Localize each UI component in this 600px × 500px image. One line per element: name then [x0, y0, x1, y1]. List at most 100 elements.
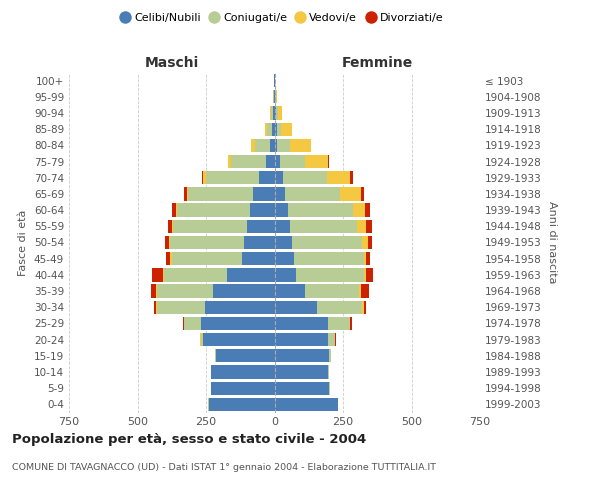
Bar — [184, 317, 200, 330]
Bar — [203, 333, 275, 346]
Bar — [368, 236, 372, 249]
Bar — [275, 171, 283, 184]
Bar — [305, 284, 359, 298]
Bar — [364, 252, 366, 266]
Bar — [211, 382, 275, 395]
Bar — [275, 268, 296, 281]
Bar — [184, 188, 187, 200]
Bar — [274, 90, 275, 104]
Bar — [164, 268, 227, 281]
Bar — [275, 236, 292, 249]
Bar — [157, 284, 213, 298]
Text: COMUNE DI TAVAGNACCO (UD) - Dati ISTAT 1° gennaio 2004 - Elaborazione TUTTITALIA: COMUNE DI TAVAGNACCO (UD) - Dati ISTAT 1… — [12, 462, 436, 471]
Bar — [340, 188, 361, 200]
Bar — [329, 349, 331, 362]
Bar — [230, 155, 266, 168]
Bar — [366, 268, 373, 281]
Bar — [275, 138, 277, 152]
Bar — [361, 284, 369, 298]
Bar — [364, 268, 366, 281]
Bar — [187, 188, 188, 200]
Bar — [278, 106, 281, 120]
Bar — [362, 300, 364, 314]
Bar — [157, 300, 205, 314]
Bar — [276, 90, 277, 104]
Bar — [296, 268, 364, 281]
Y-axis label: Anni di nascita: Anni di nascita — [547, 201, 557, 284]
Bar — [256, 138, 271, 152]
Bar — [275, 204, 288, 217]
Bar — [265, 122, 267, 136]
Bar — [167, 220, 172, 233]
Bar — [177, 204, 250, 217]
Bar — [259, 171, 275, 184]
Bar — [350, 171, 353, 184]
Text: Femmine: Femmine — [341, 56, 413, 70]
Bar — [293, 252, 364, 266]
Bar — [288, 204, 353, 217]
Bar — [275, 317, 328, 330]
Bar — [172, 204, 176, 217]
Bar — [253, 188, 275, 200]
Bar — [328, 155, 329, 168]
Bar — [286, 188, 340, 200]
Bar — [277, 122, 281, 136]
Bar — [275, 366, 328, 378]
Bar — [292, 236, 362, 249]
Bar — [170, 252, 172, 266]
Bar — [290, 138, 311, 152]
Bar — [275, 333, 328, 346]
Bar — [172, 220, 173, 233]
Bar — [326, 171, 350, 184]
Bar — [166, 252, 170, 266]
Bar — [173, 220, 247, 233]
Bar — [273, 106, 275, 120]
Bar — [206, 171, 259, 184]
Bar — [169, 236, 170, 249]
Bar — [365, 204, 370, 217]
Bar — [350, 317, 352, 330]
Bar — [188, 188, 253, 200]
Bar — [272, 122, 275, 136]
Bar — [200, 333, 203, 346]
Bar — [275, 284, 305, 298]
Bar — [305, 155, 328, 168]
Legend: Celibi/Nubili, Coniugati/e, Vedovi/e, Divorziati/e: Celibi/Nubili, Coniugati/e, Vedovi/e, Di… — [116, 8, 448, 28]
Bar — [227, 268, 275, 281]
Bar — [276, 106, 278, 120]
Bar — [200, 317, 275, 330]
Bar — [275, 398, 338, 411]
Bar — [275, 300, 317, 314]
Bar — [356, 220, 366, 233]
Bar — [242, 252, 275, 266]
Bar — [151, 284, 156, 298]
Bar — [228, 155, 230, 168]
Bar — [203, 171, 206, 184]
Bar — [328, 333, 335, 346]
Bar — [364, 300, 366, 314]
Bar — [266, 155, 275, 168]
Bar — [290, 220, 356, 233]
Bar — [267, 122, 272, 136]
Bar — [170, 236, 244, 249]
Bar — [275, 382, 329, 395]
Bar — [317, 300, 362, 314]
Bar — [165, 236, 169, 249]
Bar — [275, 106, 276, 120]
Bar — [213, 284, 275, 298]
Bar — [163, 268, 164, 281]
Bar — [211, 366, 275, 378]
Bar — [154, 300, 157, 314]
Bar — [361, 188, 364, 200]
Bar — [172, 252, 242, 266]
Y-axis label: Fasce di età: Fasce di età — [19, 210, 28, 276]
Bar — [275, 122, 277, 136]
Bar — [152, 268, 163, 281]
Bar — [250, 204, 275, 217]
Bar — [275, 349, 329, 362]
Bar — [209, 398, 275, 411]
Bar — [202, 171, 203, 184]
Bar — [281, 122, 292, 136]
Text: Popolazione per età, sesso e stato civile - 2004: Popolazione per età, sesso e stato civil… — [12, 432, 366, 446]
Bar — [366, 220, 372, 233]
